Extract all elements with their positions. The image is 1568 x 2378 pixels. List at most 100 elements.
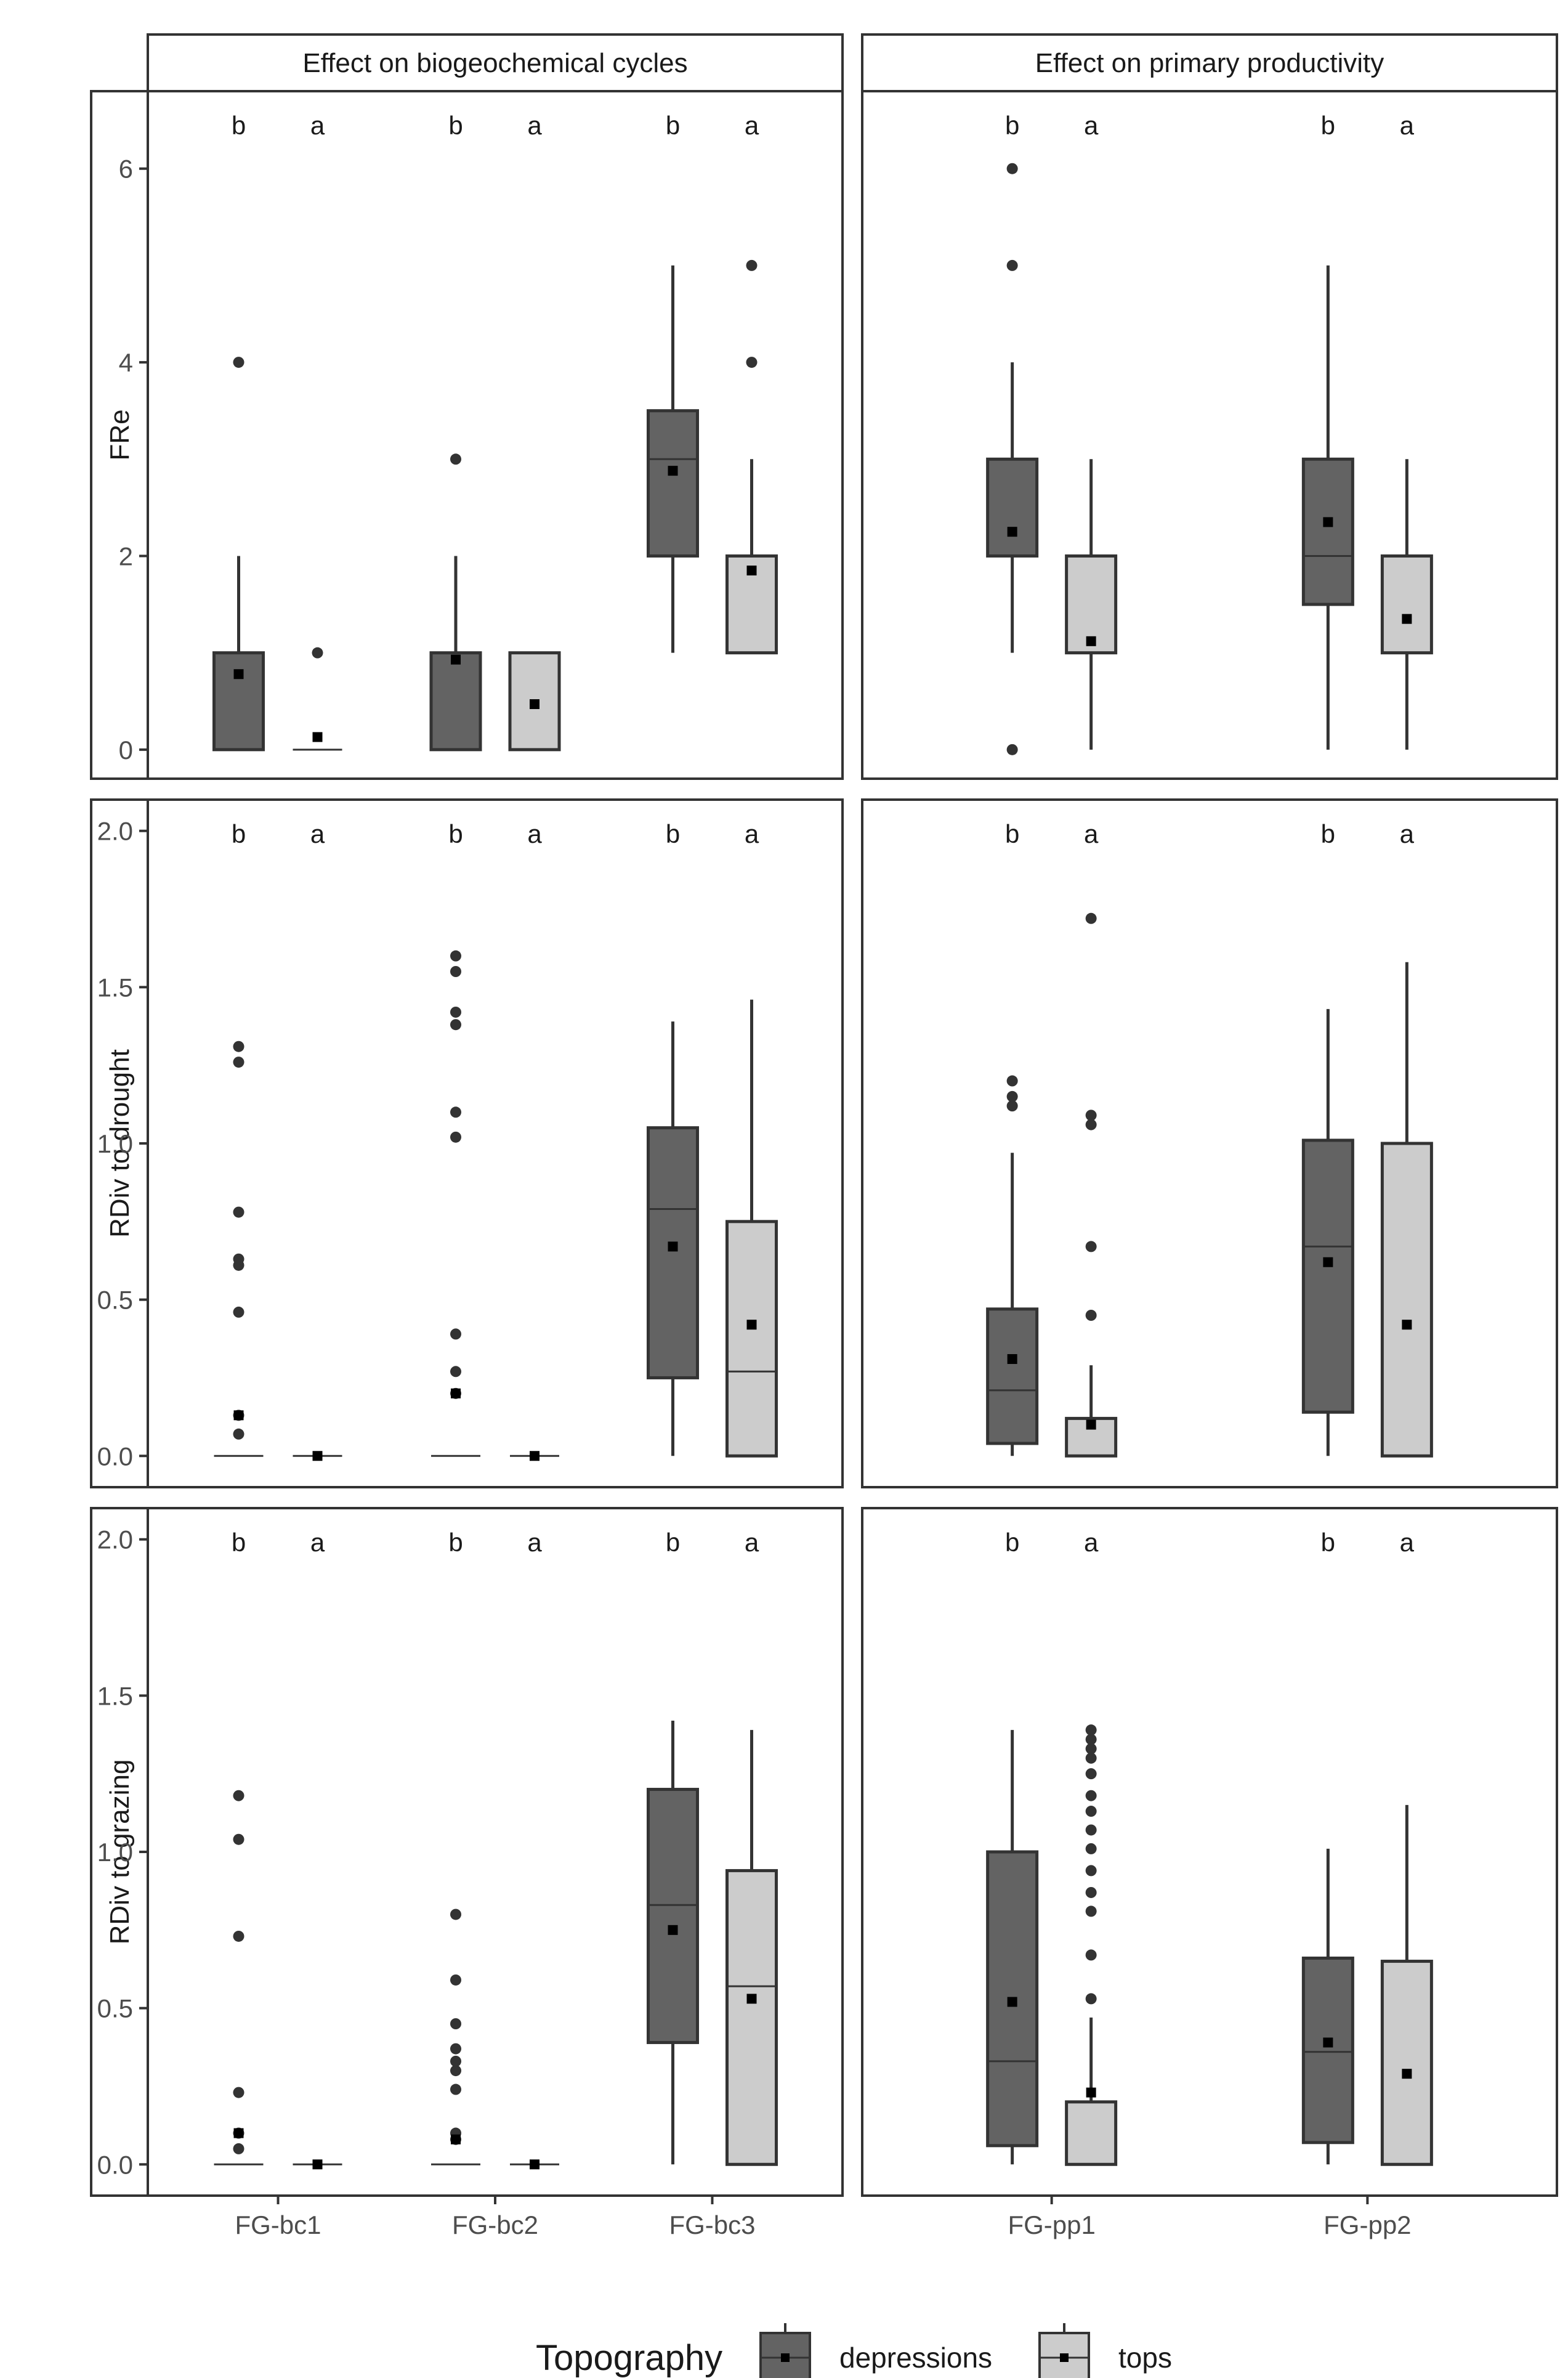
mean-marker <box>1086 2087 1096 2098</box>
row-strip-2 <box>90 798 149 1488</box>
mean-marker <box>1323 1257 1333 1267</box>
mean-marker <box>1086 636 1096 646</box>
box-body <box>1301 457 1354 606</box>
mean-marker <box>668 466 678 476</box>
outlier-point <box>1085 1752 1097 1764</box>
significance-letter: a <box>310 111 325 140</box>
outlier-point <box>1006 744 1018 755</box>
box-fg-bc1-depressions: b <box>212 111 265 752</box>
box-fg-bc2-depressions: b <box>431 819 480 1457</box>
box-body <box>647 1788 699 2044</box>
mean-marker <box>668 1241 678 1252</box>
outlier-point <box>233 357 244 368</box>
legend-key-mean <box>781 2353 790 2362</box>
outlier-point <box>450 1006 461 1018</box>
box-fg-bc1-depressions: b <box>214 1528 264 2165</box>
box-body <box>1380 1142 1433 1458</box>
box-fg-bc1-tops: a <box>293 111 342 751</box>
outlier-point <box>450 1019 461 1031</box>
mean-marker <box>746 566 757 576</box>
significance-letter: a <box>1400 1528 1415 1557</box>
box-fg-bc2-depressions: b <box>429 111 482 752</box>
outlier-point <box>1085 1993 1097 2005</box>
significance-letter: b <box>666 1528 680 1557</box>
outlier-point <box>233 1057 244 1068</box>
outlier-point <box>1085 1949 1097 1961</box>
outlier-point <box>312 647 323 659</box>
row-strip-label-2: RDiv to drought <box>105 1049 135 1238</box>
row-strip-3 <box>90 1507 149 2197</box>
outlier-point <box>1006 163 1018 174</box>
x-tick-label: FG-bc2 <box>452 2210 538 2239</box>
significance-letter: b <box>666 819 680 848</box>
significance-letter: a <box>527 819 542 848</box>
legend-entry-tops: tops <box>1038 2323 1172 2378</box>
panel-r3-c2: b a b a FG-pp1 FG-pp2 <box>861 1507 1558 2239</box>
box-body <box>1065 2100 1118 2166</box>
y-tick-label: 0.0 <box>97 1442 133 1471</box>
box-fg-pp1-depressions: b <box>986 111 1039 755</box>
outlier-point <box>1085 1241 1097 1252</box>
outlier-point <box>450 1909 461 1920</box>
outlier-point <box>1085 1905 1097 1917</box>
significance-letter: a <box>1400 111 1415 140</box>
box-body <box>1380 1960 1433 2166</box>
outlier-point <box>450 1328 461 1340</box>
y-tick-label: 1.0 <box>97 1129 133 1158</box>
column-strip-2 <box>861 33 1558 92</box>
y-tick-label: 0.5 <box>97 1286 133 1315</box>
mean-marker <box>451 2134 461 2145</box>
mean-marker <box>746 1994 757 2004</box>
outlier-point <box>233 2087 244 2098</box>
panel-r2-c1: 0.0 0.5 1.0 1.5 2.0 b a b a b a <box>97 798 844 1488</box>
significance-letter: b <box>232 1528 246 1557</box>
mean-marker <box>1323 517 1333 527</box>
box-fg-bc3-depressions: b <box>647 111 699 653</box>
outlier-point <box>1085 1119 1097 1130</box>
box-body <box>212 651 265 752</box>
outlier-point <box>1085 1110 1097 1121</box>
column-strip-label-2: Effect on primary productivity <box>1035 48 1384 78</box>
legend-key-mean <box>1060 2353 1069 2362</box>
box-fg-pp2-depressions: b <box>1301 1528 1354 2165</box>
mean-marker <box>1007 1997 1017 2007</box>
legend: Topography depressions tops <box>536 2323 1172 2378</box>
outlier-point <box>1085 1843 1097 1854</box>
box-fg-bc3-tops: a <box>725 111 778 655</box>
outlier-point <box>1085 912 1097 924</box>
significance-letter: b <box>666 111 680 140</box>
box-fg-bc2-tops: a <box>510 1528 559 2170</box>
outlier-point <box>1085 1886 1097 1898</box>
mean-marker <box>233 2128 244 2138</box>
box-fg-pp2-tops: a <box>1380 1528 1433 2166</box>
mean-marker <box>451 654 461 665</box>
panel-border <box>147 90 844 780</box>
mean-marker <box>1402 2069 1412 2079</box>
significance-letter: a <box>527 111 542 140</box>
mean-marker <box>233 1410 244 1421</box>
mean-marker <box>1402 614 1412 624</box>
significance-letter: a <box>1084 1528 1099 1557</box>
outlier-point <box>1085 1790 1097 1801</box>
x-tick-label: FG-pp1 <box>1008 2210 1095 2239</box>
column-strip-label-1: Effect on biogeochemical cycles <box>302 48 687 78</box>
outlier-point <box>450 2018 461 2029</box>
mean-marker <box>1007 527 1017 537</box>
outlier-point <box>1085 1806 1097 1817</box>
box-fg-pp2-depressions: b <box>1301 819 1354 1456</box>
outlier-point <box>450 2065 461 2077</box>
significance-letter: b <box>232 111 246 140</box>
significance-letter: b <box>1321 819 1335 848</box>
significance-letter: a <box>1400 819 1415 848</box>
box-fg-pp1-tops: a <box>1065 819 1118 1458</box>
legend-title: Topography <box>536 2338 722 2378</box>
box-fg-pp1-tops: a <box>1065 111 1118 750</box>
panel-r1-c1: 0 2 4 6 b a b a b a <box>119 90 844 780</box>
significance-letter: b <box>1005 1528 1019 1557</box>
significance-letter: a <box>745 1528 759 1557</box>
outlier-point <box>1006 1100 1018 1112</box>
significance-letter: b <box>448 819 463 848</box>
outlier-point <box>1085 1768 1097 1780</box>
